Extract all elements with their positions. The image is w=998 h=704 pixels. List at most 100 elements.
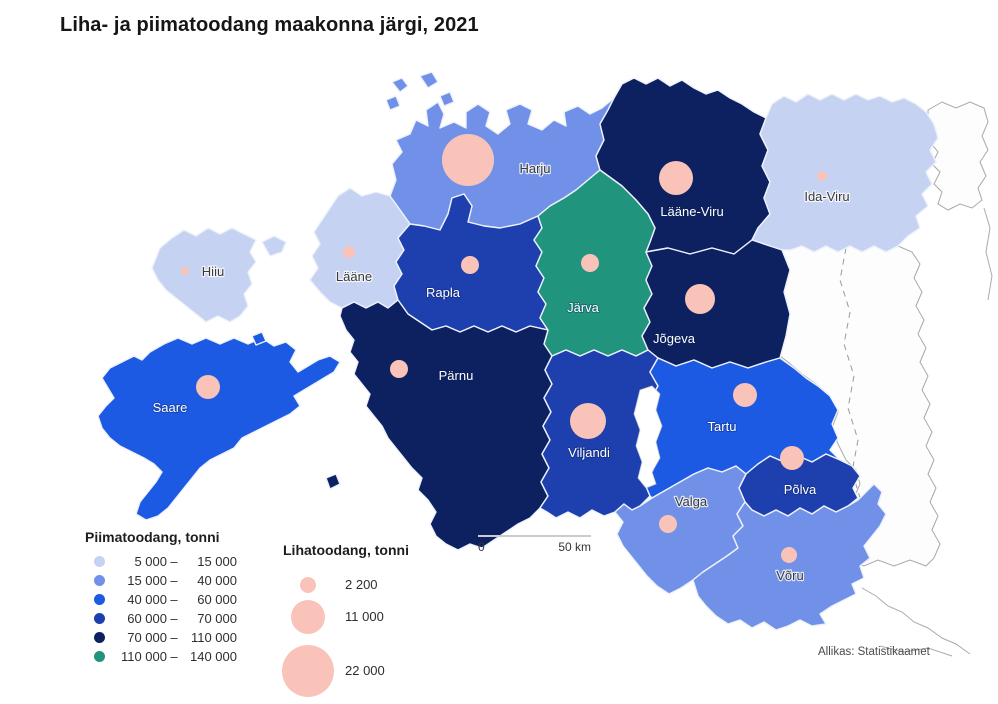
county-saare[interactable] [97, 337, 341, 521]
milk-class-range: – [170, 630, 178, 645]
milk-legend-row-2: 40 000– 60 000 [85, 590, 237, 609]
milk-class-range: 140 000 [190, 649, 237, 664]
milk-legend: Piimatoodang, tonni 5 000–15 000 15 000–4… [85, 529, 237, 666]
outside-regions [779, 101, 993, 657]
meat-circle-jarva [581, 254, 599, 272]
scalebar-start: 0 [478, 540, 485, 554]
island-vormsi [261, 235, 287, 257]
county-label-harju: Harju [519, 161, 550, 176]
meat-circle-laane [343, 246, 355, 258]
island-kihnu [325, 473, 341, 490]
county-label-ida-viru: Ida-Viru [804, 189, 849, 204]
milk-legend-row-4: 70 000–110 000 [85, 628, 237, 647]
county-labels-layer: Harju Lääne-Viru Ida-Viru Hiiu Lääne Rapla Jär… [152, 160, 851, 584]
island-north-2 [419, 71, 439, 89]
county-label-parnu: Pärnu [439, 368, 474, 383]
island-north-4 [439, 91, 455, 107]
meat-circle-jogeva [685, 284, 715, 314]
milk-legend-row-0: 5 000– 15 000 [85, 552, 237, 571]
meat-circle-ida-viru [817, 171, 827, 181]
scalebar-line [478, 535, 591, 537]
meat-circle-laane-viru [659, 161, 693, 195]
milk-class-swatch [94, 575, 105, 586]
county-jogeva[interactable] [641, 239, 791, 369]
milk-class-range: 15 000 [197, 554, 237, 569]
milk-class-range: 110 000 [120, 649, 167, 664]
county-label-valga: Valga [675, 494, 708, 509]
meat-legend-title: Lihatoodang, tonni [283, 542, 409, 558]
milk-class-swatch [94, 651, 105, 662]
milk-class-swatch [94, 632, 105, 643]
milk-class-range: 5 000 [134, 554, 167, 569]
milk-legend-rows: 5 000–15 000 15 000–40 000 40 000–60 000 60… [85, 552, 237, 666]
latvia-border-line [861, 587, 971, 655]
russia-border-line [983, 207, 993, 301]
milk-legend-title: Piimatoodang, tonni [85, 529, 220, 545]
milk-class-range: – [170, 649, 178, 664]
milk-class-range: 40 000 [197, 573, 237, 588]
meat-legend-circle-2 [282, 645, 334, 697]
county-label-viljandi: Viljandi [568, 445, 610, 460]
meat-circle-parnu [390, 360, 408, 378]
county-label-polva: Põlva [784, 482, 817, 497]
milk-class-range: 110 000 [190, 630, 237, 645]
milk-class-range: 15 000 [127, 573, 167, 588]
county-label-rapla: Rapla [426, 285, 461, 300]
milk-legend-row-1: 15 000– 40 000 [85, 571, 237, 590]
meat-legend-circle-1 [291, 600, 325, 634]
meat-circle-tartu [733, 383, 757, 407]
milk-class-swatch [94, 556, 105, 567]
milk-class-range: – [170, 573, 178, 588]
meat-circles-layer [181, 134, 827, 563]
meat-circle-rapla [461, 256, 479, 274]
milk-legend-row-5: 110 000–140 000 [85, 647, 237, 666]
source-text: Allikas: Statistikaamet [818, 646, 930, 658]
milk-class-range: – [170, 611, 178, 626]
milk-class-range: 70 000 [197, 611, 237, 626]
county-label-laane-viru: Lääne-Viru [660, 204, 723, 219]
meat-legend-value-0: 2 200 [345, 577, 378, 592]
milk-class-swatch [94, 613, 105, 624]
milk-class-range: – [170, 554, 178, 569]
meat-legend: Lihatoodang, tonni 2 200 11 000 22 000 [282, 542, 443, 697]
meat-circle-valga [659, 515, 677, 533]
border-dashed-line [839, 247, 863, 537]
meat-legend-value-2: 22 000 [345, 663, 385, 678]
scalebar: 0 50 km [478, 535, 591, 554]
milk-legend-row-3: 60 000– 70 000 [85, 609, 237, 628]
county-label-hiiu: Hiiu [202, 264, 224, 279]
meat-circle-harju [442, 134, 494, 186]
meat-circle-hiiu [181, 267, 189, 275]
meat-legend-circle-0 [300, 577, 316, 593]
meat-legend-value-1: 11 000 [345, 609, 384, 624]
page-title: Liha- ja piimatoodang maakonna järgi, 20… [60, 14, 479, 36]
island-north-3 [385, 95, 401, 111]
county-label-voru: Võru [776, 568, 803, 583]
milk-class-range: – [170, 592, 178, 607]
meat-circle-polva [780, 446, 804, 470]
latvia-border-line-2 [879, 645, 953, 657]
island-muhu-islet [251, 331, 267, 346]
county-parnu[interactable] [339, 299, 553, 551]
lake-vortsjarv [633, 385, 663, 489]
county-label-saare: Saare [153, 400, 188, 415]
meat-circle-viljandi [570, 403, 606, 439]
russia-northeast-region [927, 101, 989, 211]
county-label-jogeva: Jõgeva [653, 331, 696, 346]
meat-circle-voru [781, 547, 797, 563]
meat-legend-rows: 2 200 11 000 22 000 [282, 558, 443, 697]
county-ida-viru[interactable] [751, 93, 939, 253]
island-north-1 [391, 77, 409, 93]
county-label-jarva: Järva [567, 300, 600, 315]
county-label-tartu: Tartu [708, 419, 737, 434]
milk-class-range: 70 000 [127, 630, 167, 645]
meat-circle-saare [196, 375, 220, 399]
milk-class-swatch [94, 594, 105, 605]
scalebar-end: 50 km [558, 540, 591, 554]
milk-class-range: 60 000 [127, 611, 167, 626]
county-hiiu[interactable] [151, 227, 257, 323]
milk-class-range: 40 000 [127, 592, 167, 607]
county-label-laane: Lääne [336, 269, 372, 284]
